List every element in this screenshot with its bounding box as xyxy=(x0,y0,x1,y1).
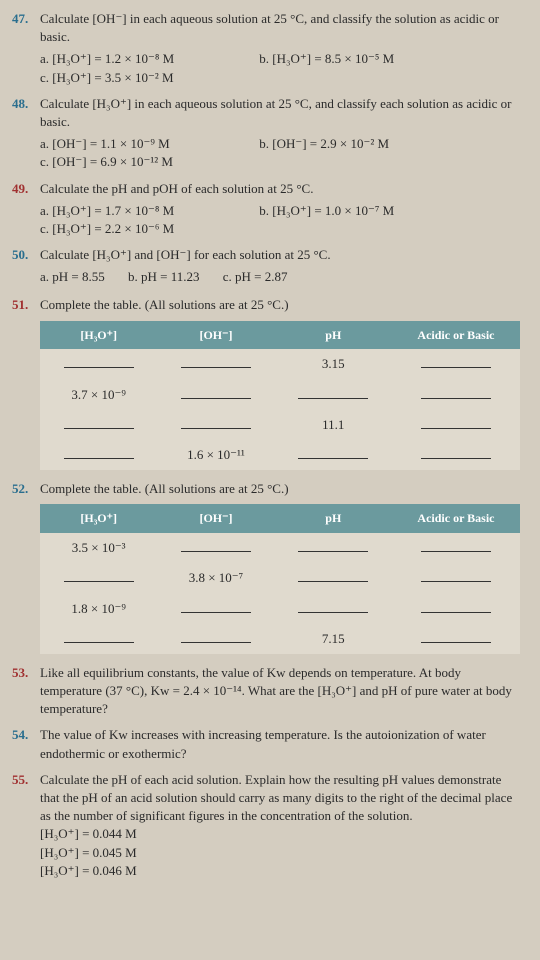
table-row: 1.8 × 10⁻⁹ xyxy=(40,594,520,624)
sub-b: b. pH = 11.23 xyxy=(128,268,200,286)
problem-number: 50. xyxy=(12,246,28,264)
blank-cell xyxy=(421,416,491,429)
blank-cell xyxy=(421,355,491,368)
blank-cell xyxy=(421,539,491,552)
sub-b: b. [H₃O⁺] = 8.5 × 10⁻⁵ M xyxy=(259,50,489,68)
col-acidbase: Acidic or Basic xyxy=(392,504,520,533)
blank-cell xyxy=(181,600,251,613)
sub-c: c. [H₃O⁺] = 2.2 × 10⁻⁶ M xyxy=(40,220,256,238)
blank-cell xyxy=(64,569,134,582)
blank-cell xyxy=(64,416,134,429)
cell-value: 3.7 × 10⁻⁹ xyxy=(40,380,157,410)
table-header-row: [H₃O⁺] [OH⁻] pH Acidic or Basic xyxy=(40,321,520,350)
blank-cell xyxy=(64,355,134,368)
table-52: [H₃O⁺] [OH⁻] pH Acidic or Basic 3.5 × 10… xyxy=(40,504,520,654)
blank-cell xyxy=(298,539,368,552)
cell-value: 3.8 × 10⁻⁷ xyxy=(157,563,274,593)
sub-a: a. pH = 8.55 xyxy=(40,268,105,286)
problem-number: 47. xyxy=(12,10,28,28)
blank-cell xyxy=(181,630,251,643)
cell-value: 3.15 xyxy=(275,349,392,379)
concentration-line: [H₃O⁺] = 0.045 M xyxy=(40,844,520,862)
sub-a: a. [H₃O⁺] = 1.2 × 10⁻⁸ M xyxy=(40,50,256,68)
problem-number: 53. xyxy=(12,664,28,682)
blank-cell xyxy=(298,600,368,613)
textbook-page: 47. Calculate [OH⁻] in each aqueous solu… xyxy=(0,0,540,898)
sub-a: a. [H₃O⁺] = 1.7 × 10⁻⁸ M xyxy=(40,202,256,220)
concentration-line: [H₃O⁺] = 0.046 M xyxy=(40,862,520,880)
problem-51: 51. Complete the table. (All solutions a… xyxy=(40,296,520,470)
problem-text: Complete the table. (All solutions are a… xyxy=(40,481,289,496)
blank-cell xyxy=(181,539,251,552)
problem-number: 49. xyxy=(12,180,28,198)
table-row: 1.6 × 10⁻¹¹ xyxy=(40,440,520,470)
problem-text: The value of Kw increases with increasin… xyxy=(40,727,486,760)
table-row: 3.7 × 10⁻⁹ xyxy=(40,380,520,410)
problem-text: Calculate [OH⁻] in each aqueous solution… xyxy=(40,11,499,44)
blank-cell xyxy=(64,630,134,643)
problem-text: Complete the table. (All solutions are a… xyxy=(40,297,289,312)
blank-cell xyxy=(421,446,491,459)
table-row: 7.15 xyxy=(40,624,520,654)
sub-c: c. pH = 2.87 xyxy=(223,268,288,286)
cell-value: 7.15 xyxy=(275,624,392,654)
problem-text: Calculate the pH of each acid solution. … xyxy=(40,772,512,823)
col-oh: [OH⁻] xyxy=(157,321,274,350)
blank-cell xyxy=(421,600,491,613)
col-h3o: [H₃O⁺] xyxy=(40,321,157,350)
problem-number: 54. xyxy=(12,726,28,744)
problem-number: 51. xyxy=(12,296,28,314)
problem-54: 54. The value of Kw increases with incre… xyxy=(40,726,520,762)
problem-49: 49. Calculate the pH and pOH of each sol… xyxy=(40,180,520,239)
blank-cell xyxy=(181,386,251,399)
col-oh: [OH⁻] xyxy=(157,504,274,533)
sub-a: a. [OH⁻] = 1.1 × 10⁻⁹ M xyxy=(40,135,256,153)
blank-cell xyxy=(421,569,491,582)
cell-value: 1.8 × 10⁻⁹ xyxy=(40,594,157,624)
table-row: 11.1 xyxy=(40,410,520,440)
table-row: 3.5 × 10⁻³ xyxy=(40,533,520,563)
blank-cell xyxy=(421,386,491,399)
cell-value: 3.5 × 10⁻³ xyxy=(40,533,157,563)
blank-cell xyxy=(298,569,368,582)
col-h3o: [H₃O⁺] xyxy=(40,504,157,533)
concentration-line: [H₃O⁺] = 0.044 M xyxy=(40,825,520,843)
sub-b: b. [OH⁻] = 2.9 × 10⁻² M xyxy=(259,135,489,153)
problem-text: Calculate [H₃O⁺] in each aqueous solutio… xyxy=(40,96,511,129)
blank-cell xyxy=(181,355,251,368)
col-acidbase: Acidic or Basic xyxy=(392,321,520,350)
table-row: 3.8 × 10⁻⁷ xyxy=(40,563,520,593)
problem-53: 53. Like all equilibrium constants, the … xyxy=(40,664,520,719)
cell-value: 1.6 × 10⁻¹¹ xyxy=(157,440,274,470)
sub-c: c. [OH⁻] = 6.9 × 10⁻¹² M xyxy=(40,153,256,171)
col-ph: pH xyxy=(275,504,392,533)
problem-55: 55. Calculate the pH of each acid soluti… xyxy=(40,771,520,880)
blank-cell xyxy=(421,630,491,643)
problem-50: 50. Calculate [H₃O⁺] and [OH⁻] for each … xyxy=(40,246,520,288)
problem-number: 52. xyxy=(12,480,28,498)
table-row: 3.15 xyxy=(40,349,520,379)
problem-text: Like all equilibrium constants, the valu… xyxy=(40,665,512,716)
problem-52: 52. Complete the table. (All solutions a… xyxy=(40,480,520,654)
sub-c: c. [H₃O⁺] = 3.5 × 10⁻² M xyxy=(40,69,256,87)
blank-cell xyxy=(64,446,134,459)
problem-48: 48. Calculate [H₃O⁺] in each aqueous sol… xyxy=(40,95,520,172)
sub-b: b. [H₃O⁺] = 1.0 × 10⁻⁷ M xyxy=(259,202,489,220)
problem-47: 47. Calculate [OH⁻] in each aqueous solu… xyxy=(40,10,520,87)
cell-value: 11.1 xyxy=(275,410,392,440)
table-51: [H₃O⁺] [OH⁻] pH Acidic or Basic 3.15 3.7… xyxy=(40,321,520,471)
blank-cell xyxy=(181,416,251,429)
table-header-row: [H₃O⁺] [OH⁻] pH Acidic or Basic xyxy=(40,504,520,533)
blank-cell xyxy=(298,386,368,399)
problem-number: 55. xyxy=(12,771,28,789)
col-ph: pH xyxy=(275,321,392,350)
problem-text: Calculate [H₃O⁺] and [OH⁻] for each solu… xyxy=(40,247,331,262)
problem-text: Calculate the pH and pOH of each solutio… xyxy=(40,181,313,196)
blank-cell xyxy=(298,446,368,459)
problem-number: 48. xyxy=(12,95,28,113)
